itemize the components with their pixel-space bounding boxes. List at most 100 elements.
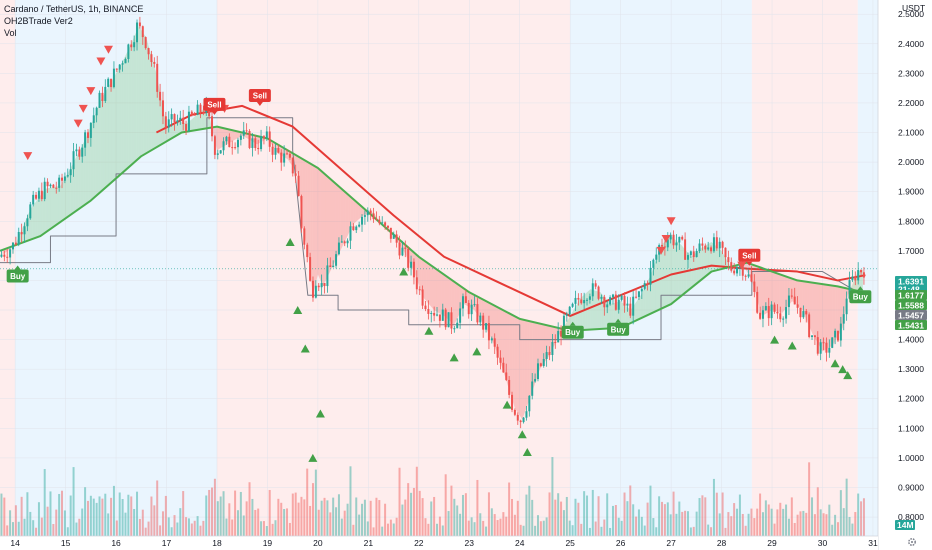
y-tick-label: 1.1000 bbox=[898, 423, 924, 433]
volume-bar bbox=[395, 517, 398, 536]
buy-arrow-icon bbox=[293, 306, 303, 315]
volume-bar bbox=[219, 496, 222, 536]
volume-bar bbox=[46, 506, 49, 536]
volume-bar bbox=[862, 498, 865, 536]
cloud-fill bbox=[676, 240, 679, 301]
candle-body bbox=[822, 342, 825, 344]
candle-body bbox=[147, 48, 150, 55]
candle-body bbox=[159, 91, 162, 101]
candle-body bbox=[164, 116, 167, 128]
volume-bar bbox=[361, 503, 364, 536]
candle-body bbox=[456, 322, 459, 329]
volume-bar bbox=[502, 512, 505, 536]
volume-bar bbox=[363, 499, 366, 536]
y-tick-label: 2.1000 bbox=[898, 128, 924, 138]
cloud-fill bbox=[179, 121, 182, 134]
candle-body bbox=[260, 136, 263, 150]
volume-bar bbox=[678, 501, 681, 536]
cloud-fill bbox=[809, 282, 813, 334]
volume-bar bbox=[854, 512, 857, 536]
cloud-fill bbox=[441, 272, 445, 316]
candle-body bbox=[115, 68, 118, 70]
volume-bar bbox=[320, 500, 323, 536]
volume-bar bbox=[450, 485, 453, 536]
cloud-fill bbox=[136, 26, 139, 161]
volume-bar bbox=[58, 493, 61, 536]
cloud-fill bbox=[655, 252, 659, 312]
volume-bar bbox=[438, 516, 441, 536]
y-tick-label: 1.7000 bbox=[898, 246, 924, 256]
buy-arrow-icon bbox=[399, 267, 409, 276]
volume-bar bbox=[11, 522, 14, 536]
candle-body bbox=[461, 296, 464, 309]
x-tick-label: 25 bbox=[565, 538, 575, 548]
volume-bar bbox=[473, 522, 476, 536]
cloud-fill bbox=[302, 159, 306, 240]
volume-bar bbox=[580, 523, 583, 536]
volume-bar bbox=[816, 487, 819, 536]
cloud-fill bbox=[123, 54, 127, 172]
cloud-fill bbox=[171, 122, 175, 139]
tag-pointer bbox=[615, 318, 622, 323]
buy-arrow-icon bbox=[449, 353, 459, 362]
cloud-fill bbox=[153, 64, 157, 149]
volume-bar bbox=[421, 498, 424, 536]
cloud-fill bbox=[421, 258, 424, 299]
cloud-fill bbox=[148, 46, 152, 152]
time-axis-bg bbox=[0, 536, 878, 550]
candle-body bbox=[583, 300, 586, 304]
volume-bar bbox=[571, 525, 574, 536]
tag-pointer bbox=[746, 261, 753, 266]
volume-bar bbox=[782, 508, 785, 536]
candle-body bbox=[453, 328, 456, 330]
cloud-fill bbox=[232, 130, 235, 142]
volume-bar bbox=[770, 508, 773, 536]
sell-arrow-icon bbox=[96, 57, 106, 66]
volume-bar bbox=[306, 468, 309, 536]
candle-body bbox=[819, 342, 822, 354]
candle-body bbox=[441, 309, 444, 321]
candle-body bbox=[857, 270, 860, 281]
volume-bar bbox=[522, 525, 525, 536]
cloud-fill bbox=[653, 259, 656, 313]
volume-bar bbox=[40, 517, 43, 536]
volume-bar bbox=[554, 499, 557, 536]
cloud-fill bbox=[608, 301, 611, 329]
candle-body bbox=[265, 131, 268, 139]
candle-body bbox=[395, 234, 398, 243]
candle-body bbox=[554, 342, 557, 344]
volume-bar bbox=[95, 502, 98, 536]
volume-bar bbox=[355, 497, 358, 536]
cloud-fill bbox=[456, 283, 460, 320]
volume-bar bbox=[718, 513, 721, 536]
volume-bar bbox=[257, 508, 260, 536]
volume-bar bbox=[242, 515, 245, 536]
candle-body bbox=[136, 22, 139, 43]
cloud-fill bbox=[595, 290, 598, 330]
cloud-fill bbox=[68, 168, 71, 217]
candle-body bbox=[98, 92, 101, 108]
volume-bar bbox=[629, 485, 632, 536]
cloud-fill bbox=[322, 172, 326, 287]
candle-body bbox=[17, 232, 20, 245]
price-tag-value: 1.6177 bbox=[898, 291, 924, 301]
volume-bar bbox=[496, 520, 499, 536]
cloud-fill bbox=[55, 186, 59, 226]
candle-body bbox=[586, 299, 589, 301]
x-tick-label: 20 bbox=[313, 538, 323, 548]
cloud-fill bbox=[590, 289, 593, 330]
volume-bar bbox=[412, 487, 415, 536]
candle-body bbox=[750, 274, 753, 282]
candle-body bbox=[228, 136, 231, 148]
volume-bar bbox=[75, 522, 78, 536]
candle-body bbox=[104, 86, 107, 101]
cloud-fill bbox=[126, 48, 129, 170]
price-tag-box bbox=[895, 290, 927, 300]
candle-body bbox=[620, 295, 623, 300]
y-tick-label: 1.9000 bbox=[898, 187, 924, 197]
volume-bar bbox=[617, 517, 620, 536]
candle-body bbox=[591, 283, 594, 297]
volume-bar bbox=[727, 512, 730, 536]
volume-bar bbox=[150, 496, 153, 536]
